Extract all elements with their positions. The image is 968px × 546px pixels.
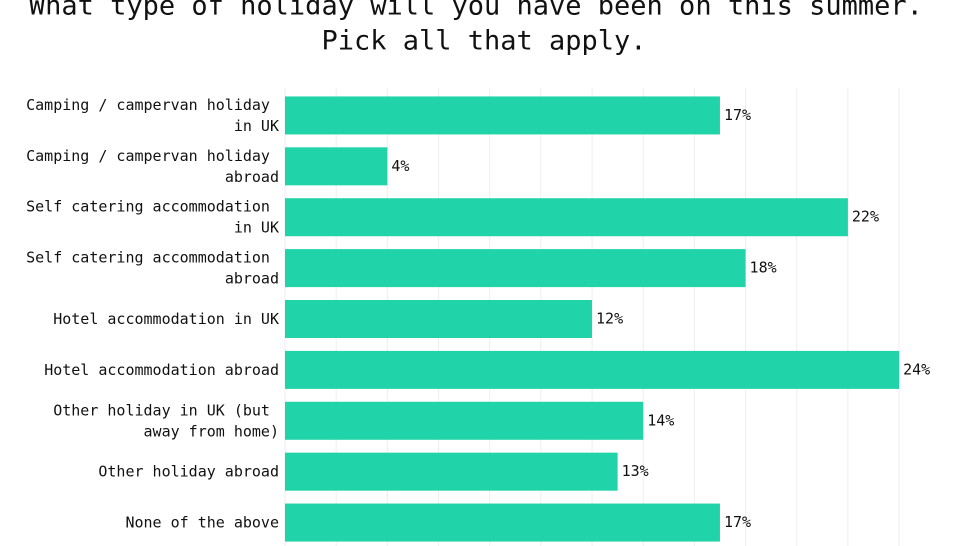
- y-tick-label: Other holiday in UK (but away from home): [53, 401, 279, 440]
- bar: [285, 503, 720, 542]
- bar: [285, 401, 644, 440]
- data-label: 12%: [596, 310, 623, 328]
- y-tick-label: Camping / campervan holiday in UK: [26, 95, 279, 134]
- bar: [285, 198, 848, 237]
- y-tick-label: Self catering accommodation abroad: [26, 248, 279, 287]
- chart-title: What type of holiday will you have been …: [29, 0, 939, 56]
- data-label: 13%: [622, 462, 649, 480]
- y-tick-label: None of the above: [125, 513, 279, 531]
- bar: [285, 96, 720, 135]
- bar: [285, 452, 618, 491]
- data-label: 4%: [391, 157, 409, 175]
- bar: [285, 147, 388, 186]
- bar: [285, 350, 900, 389]
- y-tick-label: Camping / campervan holiday abroad: [26, 146, 279, 185]
- y-tick-label: Self catering accommodation in UK: [26, 197, 279, 236]
- data-label: 17%: [724, 513, 751, 531]
- y-tick-label: Other holiday abroad: [98, 462, 279, 480]
- y-tick-label: Hotel accommodation abroad: [44, 360, 279, 378]
- bar: [285, 249, 746, 288]
- data-label: 24%: [903, 360, 930, 378]
- data-label: 17%: [724, 106, 751, 124]
- data-label: 22%: [852, 208, 879, 226]
- y-tick-label: Hotel accommodation in UK: [53, 310, 279, 328]
- bar: [285, 300, 593, 338]
- data-label: 14%: [647, 411, 674, 429]
- data-label: 18%: [750, 259, 777, 277]
